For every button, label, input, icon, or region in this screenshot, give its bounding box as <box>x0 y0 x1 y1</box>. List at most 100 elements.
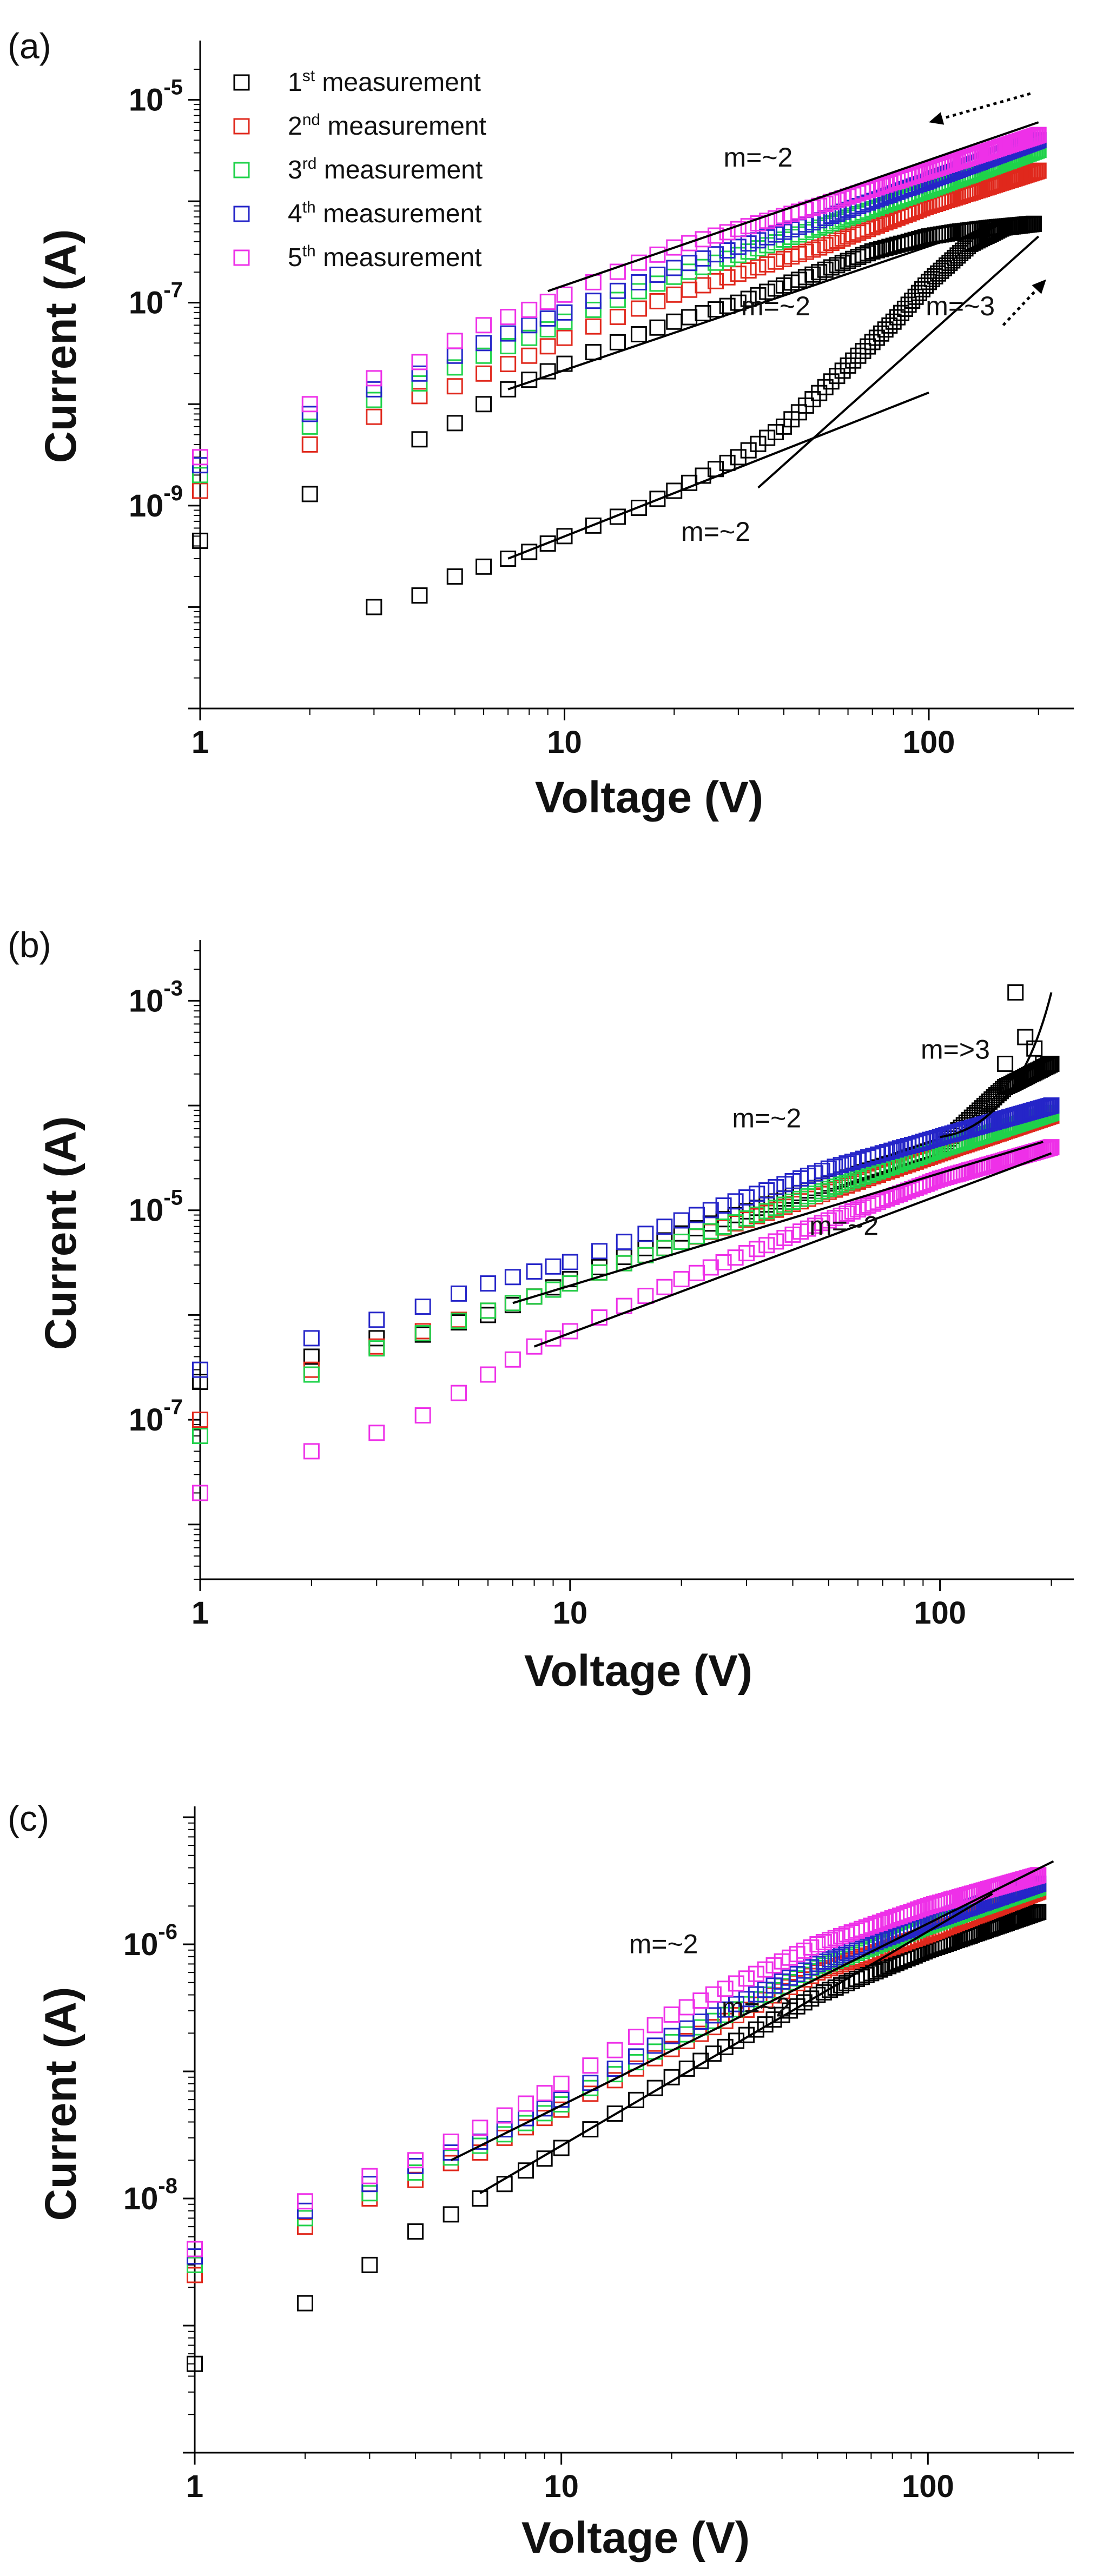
data-point <box>187 2256 203 2273</box>
legend-entry-3: 3rd measurement <box>233 155 483 184</box>
data-point <box>707 254 724 271</box>
data-point <box>192 532 208 549</box>
data-point <box>649 246 666 263</box>
data-point <box>939 156 955 173</box>
panel-a-y-tick-label: 10-9 <box>129 481 183 524</box>
data-point <box>705 1986 722 2003</box>
panel-b-slope-label-1: m=~2 <box>732 1103 801 1133</box>
data-point <box>637 1226 654 1242</box>
data-point <box>715 1219 732 1235</box>
data-point <box>476 317 492 334</box>
data-point <box>303 1366 320 1383</box>
data-point <box>556 304 573 321</box>
data-point <box>759 283 776 300</box>
data-point <box>609 508 626 525</box>
data-point <box>296 2219 313 2235</box>
outlier-point <box>1017 1029 1034 1045</box>
panel-c-fit-line-1 <box>450 1860 1054 2162</box>
panel-a-letter: (a) <box>8 26 51 66</box>
panel-b-y-tick-label: 10-7 <box>129 1395 183 1438</box>
data-point <box>767 210 784 227</box>
data-point <box>820 1212 837 1229</box>
legend-entry-4: 4th measurement <box>233 198 482 228</box>
data-point <box>864 334 881 350</box>
data-point <box>446 359 463 376</box>
panel-a-series-5 <box>192 127 1047 466</box>
data-point <box>646 2017 663 2034</box>
data-point <box>366 392 382 408</box>
data-point <box>695 259 711 275</box>
data-point <box>616 1255 632 1272</box>
data-point <box>649 266 666 283</box>
data-point <box>366 599 382 615</box>
data-point <box>717 2001 734 2018</box>
data-point <box>877 214 894 231</box>
data-point <box>811 264 828 281</box>
panel-b-x-axis-title: Voltage (V) <box>524 1646 752 1696</box>
legend-label-4: 4th measurement <box>288 198 482 228</box>
data-point <box>553 2140 570 2156</box>
data-point <box>914 164 931 181</box>
data-point <box>758 1182 775 1199</box>
data-point <box>296 2193 313 2210</box>
data-point <box>838 1174 855 1191</box>
data-point <box>867 1963 884 1979</box>
data-point <box>768 1179 784 1196</box>
data-point <box>871 1914 888 1931</box>
data-point <box>738 2027 755 2043</box>
data-point <box>767 423 784 440</box>
data-point <box>681 255 698 271</box>
data-point <box>855 222 871 239</box>
data-point <box>707 301 724 318</box>
data-point <box>609 334 626 350</box>
data-point <box>730 239 747 255</box>
data-point <box>809 1986 826 2003</box>
data-point <box>916 1899 933 1916</box>
data-point <box>450 1285 467 1302</box>
data-point <box>767 226 784 243</box>
data-point <box>860 338 876 355</box>
data-point <box>844 1172 861 1189</box>
data-point <box>443 2206 459 2223</box>
data-point <box>860 245 876 262</box>
data-point <box>767 280 784 297</box>
data-point <box>656 1219 673 1235</box>
data-point <box>585 318 602 335</box>
data-point <box>821 1932 838 1949</box>
data-point <box>758 1237 775 1254</box>
data-point <box>749 1241 765 1257</box>
data-point <box>750 259 767 276</box>
data-point <box>296 2295 313 2312</box>
data-point <box>411 365 428 382</box>
data-point <box>719 242 736 259</box>
data-point <box>829 233 846 249</box>
data-point <box>823 373 840 390</box>
data-point <box>935 157 952 174</box>
panel-b-y-tick-label: 10-5 <box>129 1186 183 1228</box>
data-point <box>730 247 747 263</box>
data-point <box>496 2107 513 2124</box>
data-point <box>748 1986 764 2003</box>
panel-a-fit-line-1 <box>547 121 1039 293</box>
panel-b-x-tick-label: 100 <box>914 1595 966 1631</box>
outlier-point <box>997 1056 1014 1072</box>
panel-a-slope-label-4: m=~2 <box>681 516 750 547</box>
data-point <box>539 535 556 552</box>
panel-c-x-axis-title: Voltage (V) <box>521 2513 750 2562</box>
data-point <box>1043 1056 1060 1072</box>
data-point <box>855 247 871 263</box>
data-point <box>864 181 881 197</box>
data-point <box>738 1189 755 1206</box>
data-point <box>757 2016 774 2033</box>
data-point <box>823 235 840 251</box>
data-point <box>738 1210 755 1227</box>
data-point <box>526 1288 543 1305</box>
data-point <box>303 1443 320 1460</box>
data-point <box>366 370 382 387</box>
data-point <box>187 2241 203 2257</box>
data-point <box>740 218 757 235</box>
data-point <box>829 368 846 385</box>
data-point <box>539 338 556 355</box>
data-point <box>815 1984 832 2001</box>
data-point <box>606 2042 623 2058</box>
